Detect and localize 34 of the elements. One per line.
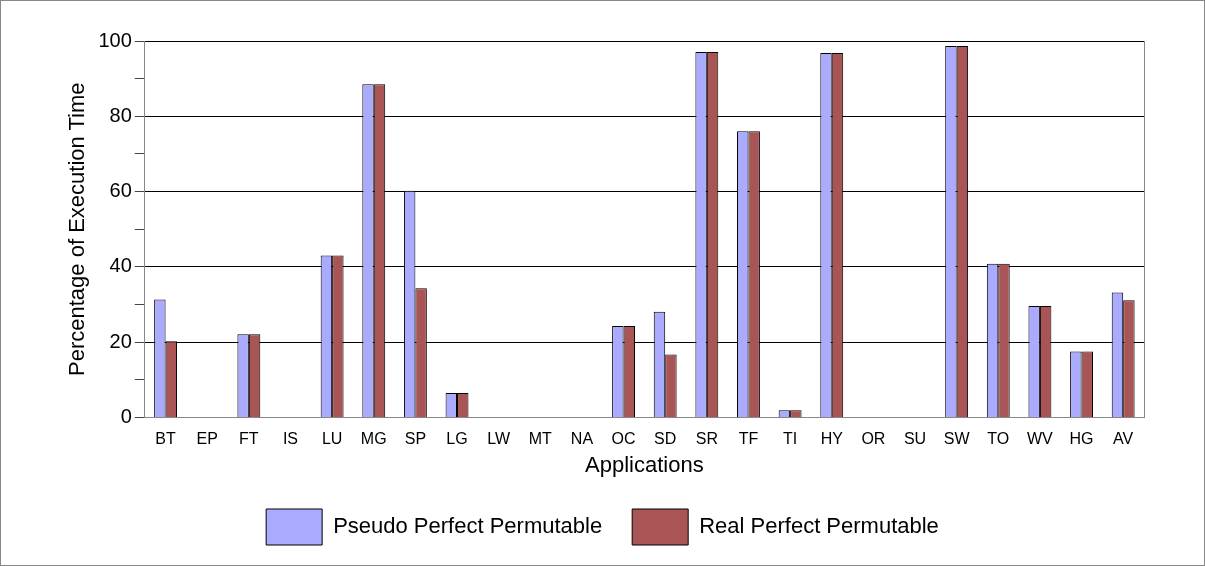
x-axis-title: Applications: [585, 451, 704, 477]
x-tick-label: BT: [155, 430, 177, 448]
y-tick-label: 100: [98, 28, 132, 51]
y-tick-label: 20: [109, 329, 132, 352]
x-tick-label: OC: [611, 430, 636, 448]
x-tick-label: TI: [783, 430, 798, 448]
y-tick-label: 40: [109, 254, 132, 277]
x-tick-label: LG: [446, 430, 468, 448]
x-tick-label: AV: [1113, 430, 1134, 448]
x-tick-label: SP: [404, 430, 427, 448]
x-tick-label: HY: [820, 430, 844, 448]
legend-label: Real Perfect Permutable: [699, 513, 939, 539]
x-tick-label: SW: [943, 430, 971, 448]
y-tick-label: 60: [109, 179, 132, 202]
x-tick-label: SD: [654, 430, 677, 448]
x-tick-label: SU: [903, 430, 927, 448]
x-tick-label: OR: [861, 430, 886, 448]
x-tick-label: MT: [528, 430, 553, 448]
x-tick-label: IS: [282, 430, 299, 448]
x-tick-label: FT: [239, 430, 259, 448]
x-tick-label: LW: [487, 430, 511, 448]
x-tick-label: EP: [196, 430, 218, 448]
x-tick-label: TF: [738, 430, 759, 448]
x-tick-label: SR: [695, 430, 718, 448]
legend-label: Pseudo Perfect Permutable: [333, 513, 603, 539]
x-tick-label: HG: [1069, 430, 1094, 448]
x-tick-label: TO: [987, 430, 1010, 448]
x-tick-label: LU: [321, 430, 343, 448]
x-tick-label: WV: [1027, 430, 1054, 448]
y-tick-label: 80: [109, 103, 132, 126]
y-tick-label: 0: [120, 404, 132, 427]
x-tick-label: MG: [360, 430, 387, 448]
x-tick-label: NA: [570, 430, 594, 448]
y-axis-title: Percentage of Execution Time: [64, 82, 90, 376]
